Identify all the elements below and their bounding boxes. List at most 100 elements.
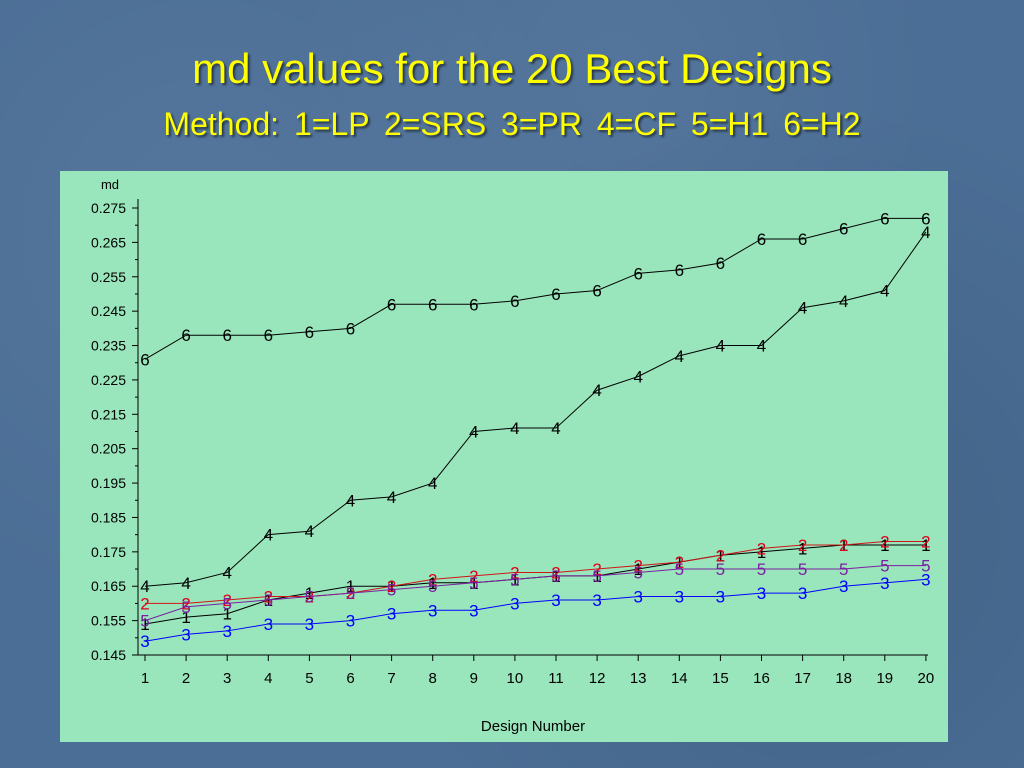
y-tick-label: 0.235 xyxy=(91,338,126,354)
series-5-marker: 5 xyxy=(551,567,560,586)
series-1-marker: 1 xyxy=(592,567,601,586)
series-line-2 xyxy=(145,541,926,604)
series-5-marker: 5 xyxy=(839,560,848,579)
series-4-marker: 4 xyxy=(839,292,848,311)
series-5-marker: 5 xyxy=(757,560,766,579)
series-line-6 xyxy=(144,217,926,360)
series-5-marker: 5 xyxy=(428,577,437,596)
series-5-marker: 5 xyxy=(305,588,314,607)
series-5-marker: 5 xyxy=(675,560,684,579)
series-2-marker: 2 xyxy=(757,539,766,558)
series-6-marker: 6 xyxy=(305,323,314,342)
series-5-marker: 5 xyxy=(264,591,273,610)
y-axis-label: md xyxy=(101,177,119,192)
series-6-marker: 6 xyxy=(222,326,231,345)
series-6-marker: 6 xyxy=(675,261,684,280)
series-3-marker: 3 xyxy=(510,594,519,613)
series-2-marker: 2 xyxy=(839,536,848,555)
series-4-marker: 4 xyxy=(921,223,930,242)
series-3-marker: 3 xyxy=(592,591,601,610)
series-4-marker: 4 xyxy=(757,337,766,356)
series-line-5 xyxy=(144,565,926,622)
series-6-marker: 6 xyxy=(716,254,725,273)
y-tick-label: 0.265 xyxy=(91,234,126,250)
x-tick-label: 10 xyxy=(507,670,524,687)
series-6-marker: 6 xyxy=(757,230,766,249)
series-1-marker: 1 xyxy=(716,546,725,565)
series-4-marker: 4 xyxy=(551,419,560,438)
series-3-marker: 3 xyxy=(839,577,848,596)
series-4-marker: 4 xyxy=(798,299,807,318)
series-1-marker: 1 xyxy=(757,543,766,562)
y-tick-label: 0.215 xyxy=(91,406,126,422)
series-1-marker: 1 xyxy=(633,560,642,579)
series-1-marker: 1 xyxy=(839,536,848,555)
series-6-marker: 6 xyxy=(633,264,642,283)
series-3-marker: 3 xyxy=(222,622,231,641)
series-6-marker: 6 xyxy=(387,295,396,314)
series-4-marker: 4 xyxy=(716,337,725,356)
series-5-marker: 5 xyxy=(387,581,396,600)
series-6-marker: 6 xyxy=(181,326,190,345)
series-1-marker: 1 xyxy=(798,539,807,558)
series-5-marker: 5 xyxy=(798,560,807,579)
series-1-marker: 1 xyxy=(921,536,930,555)
x-tick-label: 2 xyxy=(182,670,190,687)
series-3-marker: 3 xyxy=(716,588,725,607)
series-4-marker: 4 xyxy=(633,367,642,386)
x-tick-label: 5 xyxy=(305,670,313,687)
series-5-marker: 5 xyxy=(140,612,149,631)
series-5-marker: 5 xyxy=(921,557,930,576)
series-1-marker: 1 xyxy=(387,577,396,596)
series-1-marker: 1 xyxy=(510,570,519,589)
y-tick-label: 0.175 xyxy=(91,544,126,560)
series-6-marker: 6 xyxy=(510,292,519,311)
x-tick-label: 1 xyxy=(141,670,149,687)
x-tick-label: 15 xyxy=(712,670,729,687)
series-3-marker: 3 xyxy=(346,612,355,631)
series-2-marker: 2 xyxy=(880,533,889,552)
series-2-marker: 2 xyxy=(592,560,601,579)
x-tick-label: 4 xyxy=(264,670,272,687)
x-tick-label: 14 xyxy=(671,670,688,687)
series-3-marker: 3 xyxy=(798,584,807,603)
series-3-marker: 3 xyxy=(633,588,642,607)
slide-title: md values for the 20 Best Designs xyxy=(192,45,832,92)
series-4-marker: 4 xyxy=(592,381,601,400)
series-3-marker: 3 xyxy=(140,632,149,651)
series-5-marker: 5 xyxy=(346,584,355,603)
series-5-marker: 5 xyxy=(222,594,231,613)
x-tick-label: 3 xyxy=(223,670,231,687)
series-6-marker: 6 xyxy=(921,209,930,228)
series-5-marker: 5 xyxy=(633,563,642,582)
series-4-marker: 4 xyxy=(387,488,396,507)
series-4-marker: 4 xyxy=(675,347,684,366)
x-tick-label: 20 xyxy=(918,670,935,687)
series-6-marker: 6 xyxy=(798,230,807,249)
y-tick-label: 0.205 xyxy=(91,441,126,457)
series-4-marker: 4 xyxy=(469,423,478,442)
series-6-marker: 6 xyxy=(469,295,478,314)
x-tick-label: 9 xyxy=(470,670,478,687)
y-tick-label: 0.225 xyxy=(91,372,126,388)
series-2-marker: 2 xyxy=(921,533,930,552)
series-2-marker: 2 xyxy=(222,591,231,610)
series-4-marker: 4 xyxy=(510,419,519,438)
series-4-marker: 4 xyxy=(880,282,889,301)
x-tick-label: 13 xyxy=(630,670,647,687)
y-tick-label: 0.195 xyxy=(91,475,126,491)
slide-subtitle: Method: 1=LP 2=SRS 3=PR 4=CF 5=H1 6=H2 xyxy=(163,106,861,142)
series-3-marker: 3 xyxy=(387,605,396,624)
series-6-marker: 6 xyxy=(880,209,889,228)
series-2-marker: 2 xyxy=(140,594,149,613)
y-tick-label: 0.275 xyxy=(91,200,126,216)
series-2-marker: 2 xyxy=(633,557,642,576)
series-4-marker: 4 xyxy=(305,522,314,541)
x-tick-label: 11 xyxy=(548,670,564,687)
series-5-marker: 5 xyxy=(181,598,190,617)
series-1-marker: 1 xyxy=(222,605,231,624)
series-3-marker: 3 xyxy=(305,615,314,634)
series-2-marker: 2 xyxy=(675,553,684,572)
series-4-marker: 4 xyxy=(428,474,437,493)
series-2-marker: 2 xyxy=(346,584,355,603)
